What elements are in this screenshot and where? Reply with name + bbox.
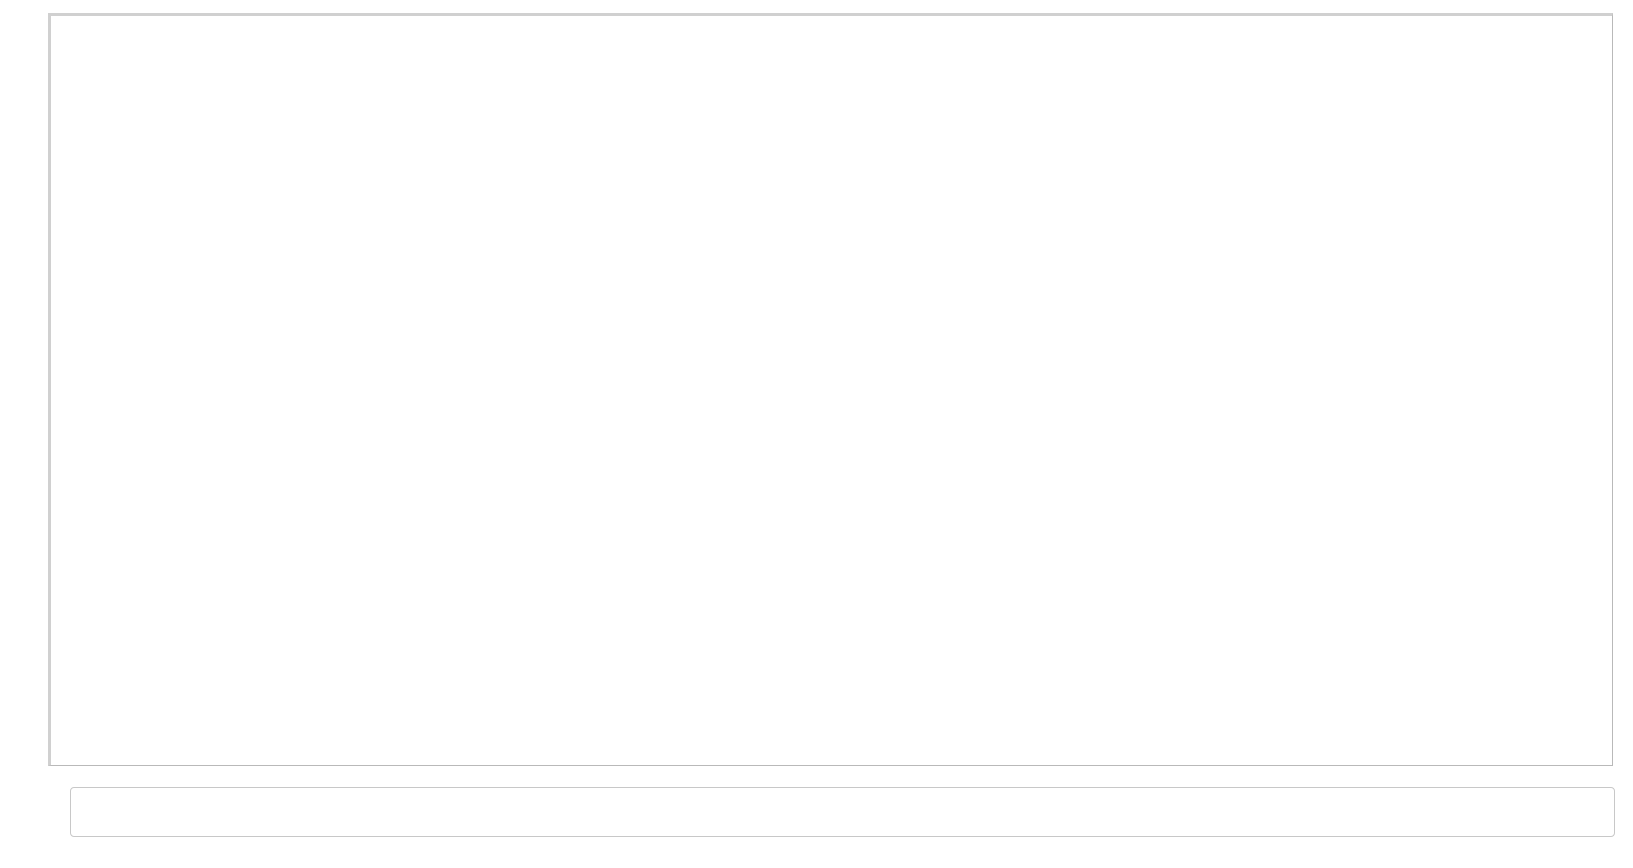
plot-inner (51, 16, 1612, 765)
legend-row-1 (71, 789, 1614, 811)
legend-panel[interactable] (70, 787, 1615, 837)
plot-canvas (51, 16, 1610, 763)
plot-area[interactable] (48, 13, 1613, 766)
legend-row-2 (71, 811, 1614, 833)
